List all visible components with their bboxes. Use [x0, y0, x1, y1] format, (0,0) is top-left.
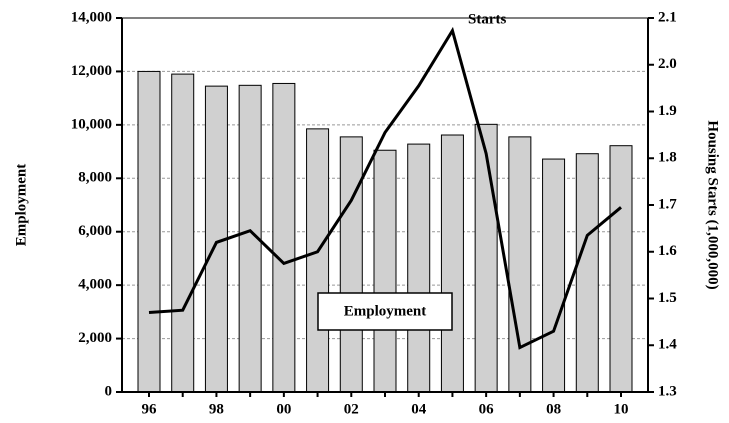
x-tick-label: 04 — [411, 401, 427, 417]
bar — [137, 70, 161, 393]
y-tick-label: 0 — [105, 383, 113, 399]
y2-tick-label: 1.9 — [658, 103, 677, 119]
y-axis-label: Employment — [13, 164, 29, 247]
bar — [508, 136, 532, 393]
line — [148, 26, 622, 350]
bar-annotation: Employment — [344, 303, 427, 319]
bar — [575, 153, 599, 393]
y2-axis-label: Housing Starts (1,000,000) — [705, 120, 721, 289]
bar — [306, 128, 330, 393]
bar — [339, 136, 363, 393]
y2-tick-label: 2.1 — [658, 9, 677, 25]
y2-tick-label: 2.0 — [658, 56, 677, 72]
y2-tick-label: 1.8 — [658, 150, 677, 166]
y-tick-label: 14,000 — [71, 9, 112, 25]
line-annotation: Starts — [468, 11, 506, 27]
x-tick-label: 96 — [142, 401, 158, 417]
y-tick-label: 8,000 — [78, 170, 112, 186]
y2-tick-label: 1.4 — [658, 337, 677, 353]
bar — [542, 158, 566, 393]
bar — [474, 123, 498, 393]
x-tick-label: 02 — [344, 401, 359, 417]
x-tick-label: 98 — [209, 401, 224, 417]
bar — [373, 149, 397, 393]
bar — [407, 143, 431, 393]
bar — [440, 134, 464, 393]
y-tick-label: 10,000 — [71, 116, 112, 132]
x-tick-label: 10 — [614, 401, 629, 417]
y-tick-label: 2,000 — [78, 330, 112, 346]
x-tick-label: 00 — [276, 401, 291, 417]
y2-tick-label: 1.7 — [658, 196, 677, 212]
bar — [272, 82, 296, 393]
y-tick-label: 4,000 — [78, 277, 112, 293]
x-tick-label: 06 — [479, 401, 495, 417]
y2-tick-label: 1.5 — [658, 290, 677, 306]
y2-tick-label: 1.3 — [658, 383, 677, 399]
y-tick-label: 12,000 — [71, 63, 112, 79]
y2-tick-label: 1.6 — [658, 243, 677, 259]
y-tick-label: 6,000 — [78, 223, 112, 239]
bar — [609, 145, 633, 393]
x-tick-label: 08 — [546, 401, 561, 417]
bar-annotation-box — [317, 292, 453, 331]
bar — [171, 73, 195, 393]
